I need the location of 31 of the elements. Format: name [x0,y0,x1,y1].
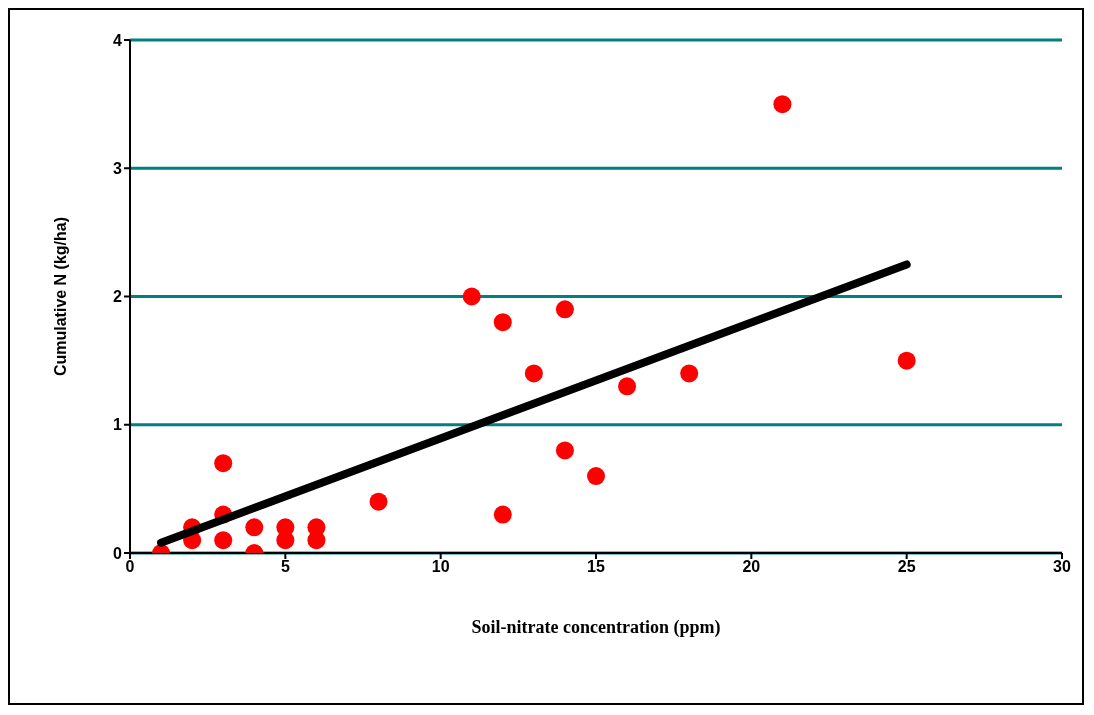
point [555,441,574,460]
y-tick-label: 0 [113,544,123,562]
point [897,351,916,370]
x-tick-label: 10 [431,558,450,576]
x-tick-label: 0 [125,558,135,576]
point [245,518,264,537]
point [524,364,543,383]
point [587,467,605,486]
point [680,364,699,383]
point [276,531,295,550]
y-tick-label: 4 [113,31,123,49]
x-tick-label: 5 [280,558,290,576]
y-tick-label: 1 [113,416,123,434]
y-tick-label: 2 [113,288,123,306]
y-axis-title: Cumulative N (kg/ha) [51,216,69,377]
y-tick-label: 3 [113,159,123,177]
x-axis-title: Soil-nitrate concentration (ppm) [471,617,721,638]
point [214,454,233,473]
point [773,95,792,114]
x-tick-label: 30 [1053,558,1071,576]
point [555,300,574,319]
x-tick-label: 15 [587,558,605,576]
point [493,313,512,332]
x-tick-label: 25 [897,558,916,576]
point [369,492,388,511]
x-tick-label: 20 [742,558,761,576]
point [307,531,326,550]
point [214,531,233,550]
point [493,505,512,524]
point [462,287,481,306]
point [618,377,637,396]
